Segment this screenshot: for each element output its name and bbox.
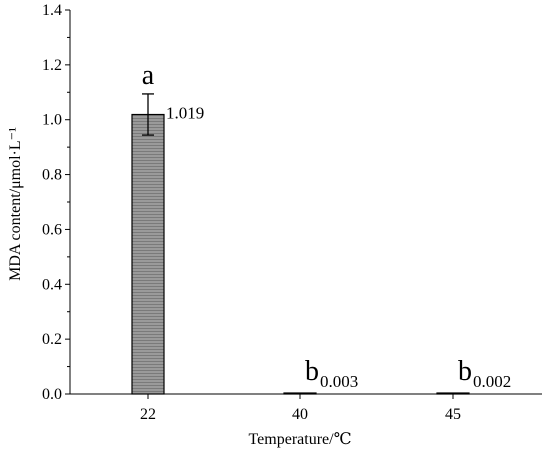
value-label: 0.002 (473, 372, 511, 391)
y-tick-label: 0.0 (42, 386, 62, 403)
y-axis-ticks: 0.0 0.2 0.4 0.6 0.8 1.0 1.2 1.4 (42, 2, 70, 403)
x-tick-label: 45 (445, 406, 461, 423)
y-tick-label: 1.4 (42, 2, 62, 19)
bars (131, 93, 470, 395)
value-label: 1.019 (166, 104, 204, 123)
y-tick-label: 0.8 (42, 167, 62, 184)
y-tick-label: 1.0 (42, 112, 62, 129)
y-tick-label: 0.2 (42, 331, 62, 348)
bar (131, 113, 165, 395)
significance-letter: a (142, 60, 155, 91)
bar (283, 392, 317, 395)
y-tick-label: 0.6 (42, 221, 62, 238)
x-tick-label: 40 (292, 406, 308, 423)
value-label: 0.003 (320, 372, 358, 391)
y-axis-title: MDA content/μmol·L⁻¹ (7, 127, 24, 281)
x-axis-title: Temperature/℃ (249, 431, 352, 448)
y-tick-label: 1.2 (42, 57, 62, 74)
significance-letter: b (305, 356, 319, 387)
bar (436, 392, 470, 395)
x-tick-label: 22 (140, 406, 156, 423)
significance-letter: b (458, 356, 472, 387)
y-tick-label: 0.4 (42, 276, 62, 293)
x-axis-ticks: 22 40 45 (140, 394, 461, 423)
